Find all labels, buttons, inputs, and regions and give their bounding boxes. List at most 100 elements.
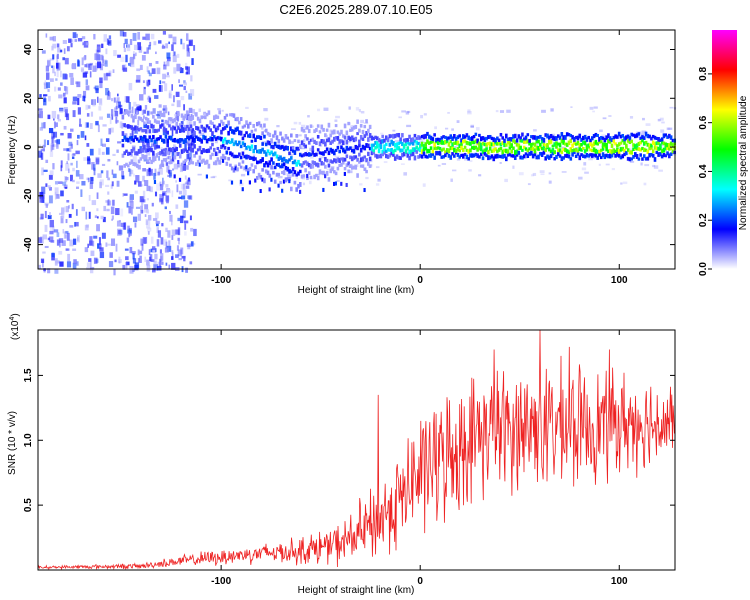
spectrogram-cell xyxy=(322,162,325,166)
spectrogram-cell xyxy=(512,134,515,139)
spectrogram-cell xyxy=(107,159,111,162)
spectrogram-cell xyxy=(569,157,573,161)
spectrogram-cell xyxy=(426,155,429,159)
spectrogram-cell xyxy=(174,113,177,117)
spectrogram-cell xyxy=(137,106,142,111)
spectrogram-cell xyxy=(470,146,474,150)
spectrogram-cell xyxy=(611,167,615,171)
spectrogram-cell xyxy=(149,254,153,261)
spectrogram-cell xyxy=(494,138,497,143)
spectrogram-cell xyxy=(128,82,133,91)
spectrogram-cell xyxy=(433,133,436,137)
spectrogram-cell xyxy=(54,187,59,196)
spectrogram-cell xyxy=(68,213,72,218)
spectrogram-cell xyxy=(467,157,470,161)
spectrogram-cell xyxy=(662,147,666,153)
spectrogram-cell xyxy=(651,134,655,139)
spectrogram-cell xyxy=(159,194,164,202)
spectrogram-cell xyxy=(176,53,180,58)
spectrogram-cell xyxy=(205,124,209,128)
spectrogram-cell xyxy=(209,128,212,132)
spectrogram-cell xyxy=(341,134,345,138)
spectrogram-cell xyxy=(653,165,659,169)
spectrogram-cell xyxy=(74,221,79,227)
spectrogram-cell xyxy=(116,180,120,187)
spectrogram-cell xyxy=(585,153,589,158)
spectrogram-cell xyxy=(571,135,574,140)
spectrogram-cell xyxy=(612,148,616,154)
spectrogram-cell xyxy=(120,56,125,62)
spectrogram-cell xyxy=(469,153,472,158)
spectrogram-cell xyxy=(470,153,474,158)
spectrogram-cell xyxy=(564,147,567,153)
spectrogram-cell xyxy=(121,175,125,180)
spectrogram-cell xyxy=(172,36,177,42)
spectrogram-cell xyxy=(426,139,429,144)
spectrogram-cell xyxy=(172,95,175,103)
spectrogram-cell xyxy=(68,141,73,147)
spectrogram-cell xyxy=(501,154,505,159)
spectrogram-cell xyxy=(540,137,544,141)
snr-y-tick-label: 1.5 xyxy=(23,368,34,382)
spectrogram-cell xyxy=(277,156,281,162)
spectrogram-cell xyxy=(352,137,356,143)
spectrogram-cell xyxy=(49,170,54,176)
spectrogram-cell xyxy=(546,154,549,159)
spectrogram-cell xyxy=(279,165,282,169)
spectrogram-cell xyxy=(132,53,136,60)
spectrogram-cell xyxy=(214,151,218,157)
spectrogram-cell xyxy=(268,160,272,166)
spectrogram-cell xyxy=(180,138,184,142)
spectrogram-cell xyxy=(302,153,306,157)
spectrogram-cell xyxy=(254,144,257,150)
spectrogram-cell xyxy=(377,137,381,143)
spectrogram-cell xyxy=(376,145,379,149)
spectrogram-cell xyxy=(268,151,272,156)
spectrogram-cell xyxy=(431,137,435,142)
spectrogram-cell xyxy=(317,108,321,112)
spectrogram-cell xyxy=(499,162,502,164)
spectrogram-cell xyxy=(102,63,105,67)
spectrogram-cell xyxy=(411,151,415,157)
spectrogram-cell xyxy=(255,175,259,180)
spectrogram-cell xyxy=(64,74,68,80)
spectrogram-cell xyxy=(121,131,125,136)
spectrogram-cell xyxy=(524,147,528,151)
spectrogram-cell xyxy=(76,160,78,168)
spectrogram-cell xyxy=(117,54,122,58)
spectrogram-cell xyxy=(171,252,174,261)
spectrogram-cell xyxy=(657,118,661,122)
spectrogram-cell xyxy=(60,160,63,168)
spectrogram-cell xyxy=(272,170,275,175)
spectrogram-cell xyxy=(145,148,151,156)
spectrogram-cell xyxy=(69,239,74,247)
spectrogram-cell xyxy=(350,125,353,129)
spectrogram-cell xyxy=(98,148,101,155)
spectrogram-cell xyxy=(95,158,100,165)
spectrogram-cell xyxy=(125,124,128,128)
snr-multiplier-base: (x10 xyxy=(10,320,21,340)
spectrogram-cell xyxy=(264,169,268,174)
spectrogram-cell xyxy=(669,152,673,156)
spectrogram-cell xyxy=(549,139,553,144)
spectrogram-cell xyxy=(178,196,182,199)
spectrogram-cell xyxy=(193,228,197,237)
spectrogram-cell xyxy=(93,167,96,176)
spectrogram-cell xyxy=(58,238,64,243)
spectrogram-cell xyxy=(43,268,46,272)
spectrogram-cell xyxy=(186,33,189,41)
spectrogram-cell xyxy=(298,121,302,125)
spectrogram-cell xyxy=(193,45,196,51)
spectrogram-cell xyxy=(309,147,312,152)
spectrogram-cell xyxy=(451,146,454,151)
spectrogram-cell xyxy=(162,126,166,132)
spectrogram-cell xyxy=(338,149,341,154)
spectrogram-cell xyxy=(250,129,254,133)
spectrogram-cell xyxy=(639,140,642,145)
spectrogram-cell xyxy=(413,139,417,143)
spectrogram-cell xyxy=(264,151,268,157)
spectrogram-cell xyxy=(161,149,164,154)
spectrogram-cell xyxy=(659,117,664,121)
spectrogram-cell xyxy=(623,148,626,153)
spectrogram-cell xyxy=(225,124,229,128)
